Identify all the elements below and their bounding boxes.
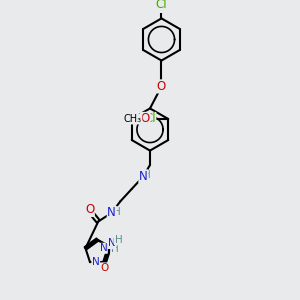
Text: N: N [92, 257, 100, 267]
Text: H: H [143, 170, 151, 181]
Text: H: H [115, 235, 122, 245]
Text: O: O [141, 112, 150, 125]
Text: H: H [112, 207, 120, 217]
Text: N: N [108, 238, 116, 248]
Text: O: O [157, 80, 166, 93]
Text: CH₃: CH₃ [124, 114, 142, 124]
Text: Cl: Cl [144, 112, 156, 125]
Text: Cl: Cl [156, 0, 167, 11]
Text: O: O [100, 263, 109, 273]
Text: H: H [111, 244, 119, 254]
Text: N: N [139, 170, 148, 183]
Text: O: O [85, 203, 94, 217]
Text: N: N [107, 206, 116, 219]
Text: N: N [100, 243, 107, 253]
